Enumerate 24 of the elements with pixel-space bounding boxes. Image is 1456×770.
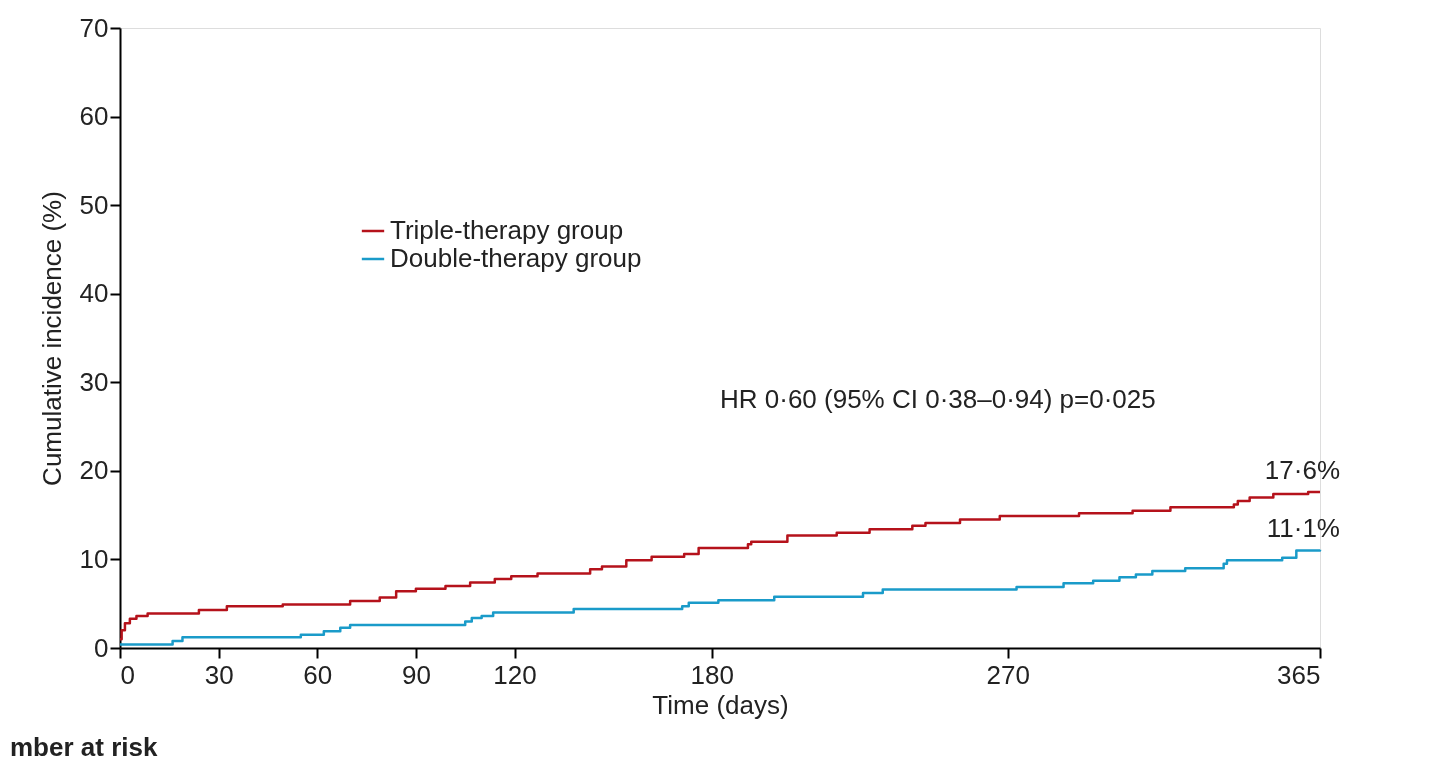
x-axis-title: Time (days) [652, 689, 789, 720]
x-tick-label: 0 [120, 659, 135, 690]
y-tick-label: 50 [79, 189, 109, 220]
x-tick-label: 120 [493, 659, 537, 690]
y-tick-label: 70 [79, 12, 109, 43]
y-tick-label: 0 [94, 632, 109, 663]
y-tick-label: 60 [79, 101, 109, 132]
y-tick-label: 40 [79, 278, 109, 309]
text: mber at risk [10, 732, 158, 762]
annotation: 17·6% [1264, 455, 1340, 486]
x-tick-label: 30 [204, 659, 234, 690]
x-tick-label: 90 [401, 659, 431, 690]
y-tick-label: 30 [79, 366, 109, 397]
y-tick-label: 20 [79, 455, 109, 486]
x-tick-label: 60 [303, 659, 333, 690]
annotation: HR 0·60 (95% CI 0·38–0·94) p=0·025 [720, 384, 1156, 414]
y-tick-label: 10 [79, 543, 109, 574]
x-tick-label: 365 [1277, 659, 1321, 690]
legend-label: Triple-therapy group [390, 215, 624, 245]
x-tick-label: 270 [986, 659, 1030, 690]
legend-label: Double-therapy group [390, 243, 642, 273]
y-axis-title: Cumulative incidence (%) [36, 191, 67, 486]
x-tick-label: 180 [690, 659, 734, 690]
annotation: 11·1% [1266, 512, 1340, 543]
